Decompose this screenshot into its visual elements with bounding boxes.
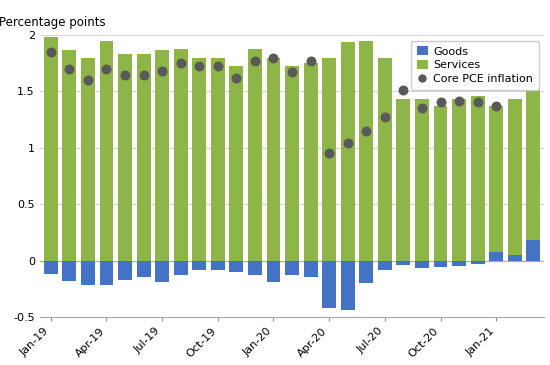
Bar (136, 261, 151, 277)
Bar (155, 261, 169, 282)
Bar (471, 261, 485, 264)
Bar (248, 261, 262, 275)
Bar (359, 41, 373, 261)
Bar (136, 54, 151, 261)
Bar (341, 42, 355, 261)
Bar (304, 261, 317, 277)
Core PCE inflation (529, 51, 538, 57)
Bar (248, 49, 262, 261)
Bar (229, 66, 243, 261)
Bar (118, 261, 132, 280)
Bar (490, 106, 503, 261)
Bar (155, 50, 169, 261)
Bar (452, 99, 466, 261)
Core PCE inflation (102, 66, 111, 72)
Core PCE inflation (65, 66, 74, 72)
Core PCE inflation (177, 60, 185, 66)
Bar (322, 58, 336, 261)
Bar (378, 261, 392, 270)
Bar (62, 261, 76, 281)
Bar (341, 261, 355, 310)
Core PCE inflation (120, 72, 129, 77)
Core PCE inflation (251, 58, 260, 64)
Bar (100, 41, 113, 261)
Core PCE inflation (381, 115, 389, 120)
Bar (490, 251, 503, 261)
Core PCE inflation (46, 49, 55, 55)
Bar (471, 96, 485, 261)
Bar (304, 63, 317, 261)
Bar (44, 37, 58, 261)
Bar (81, 261, 95, 285)
Bar (397, 261, 410, 265)
Bar (508, 99, 522, 261)
Core PCE inflation (436, 99, 445, 104)
Bar (433, 261, 448, 267)
Core PCE inflation (343, 141, 352, 146)
Bar (62, 50, 76, 261)
Bar (267, 261, 280, 282)
Bar (192, 261, 206, 270)
Bar (211, 261, 225, 270)
Bar (322, 261, 336, 308)
Bar (508, 255, 522, 261)
Bar (285, 261, 299, 275)
Bar (285, 66, 299, 261)
Core PCE inflation (492, 103, 500, 109)
Bar (229, 261, 243, 272)
Core PCE inflation (362, 128, 371, 134)
Bar (192, 58, 206, 261)
Bar (415, 99, 429, 261)
Bar (81, 58, 95, 261)
Bar (174, 49, 188, 261)
Bar (211, 58, 225, 261)
Core PCE inflation (455, 97, 464, 103)
Core PCE inflation (213, 63, 222, 69)
Bar (118, 54, 132, 261)
Bar (397, 99, 410, 261)
Core PCE inflation (306, 58, 315, 64)
Bar (526, 240, 540, 261)
Core PCE inflation (324, 150, 333, 156)
Bar (433, 106, 448, 261)
Text: Percentage points: Percentage points (0, 16, 106, 30)
Core PCE inflation (399, 88, 408, 93)
Core PCE inflation (139, 72, 148, 77)
Bar (452, 261, 466, 266)
Core PCE inflation (269, 55, 278, 61)
Bar (100, 261, 113, 285)
Core PCE inflation (473, 99, 482, 104)
Core PCE inflation (195, 63, 204, 69)
Core PCE inflation (84, 77, 92, 83)
Bar (44, 261, 58, 274)
Core PCE inflation (417, 105, 426, 111)
Bar (415, 261, 429, 268)
Legend: Goods, Services, Core PCE inflation: Goods, Services, Core PCE inflation (411, 41, 539, 90)
Bar (174, 261, 188, 275)
Core PCE inflation (158, 68, 167, 74)
Core PCE inflation (232, 75, 241, 81)
Core PCE inflation (288, 69, 296, 75)
Bar (526, 55, 540, 261)
Bar (267, 58, 280, 261)
Bar (378, 58, 392, 261)
Bar (359, 261, 373, 283)
